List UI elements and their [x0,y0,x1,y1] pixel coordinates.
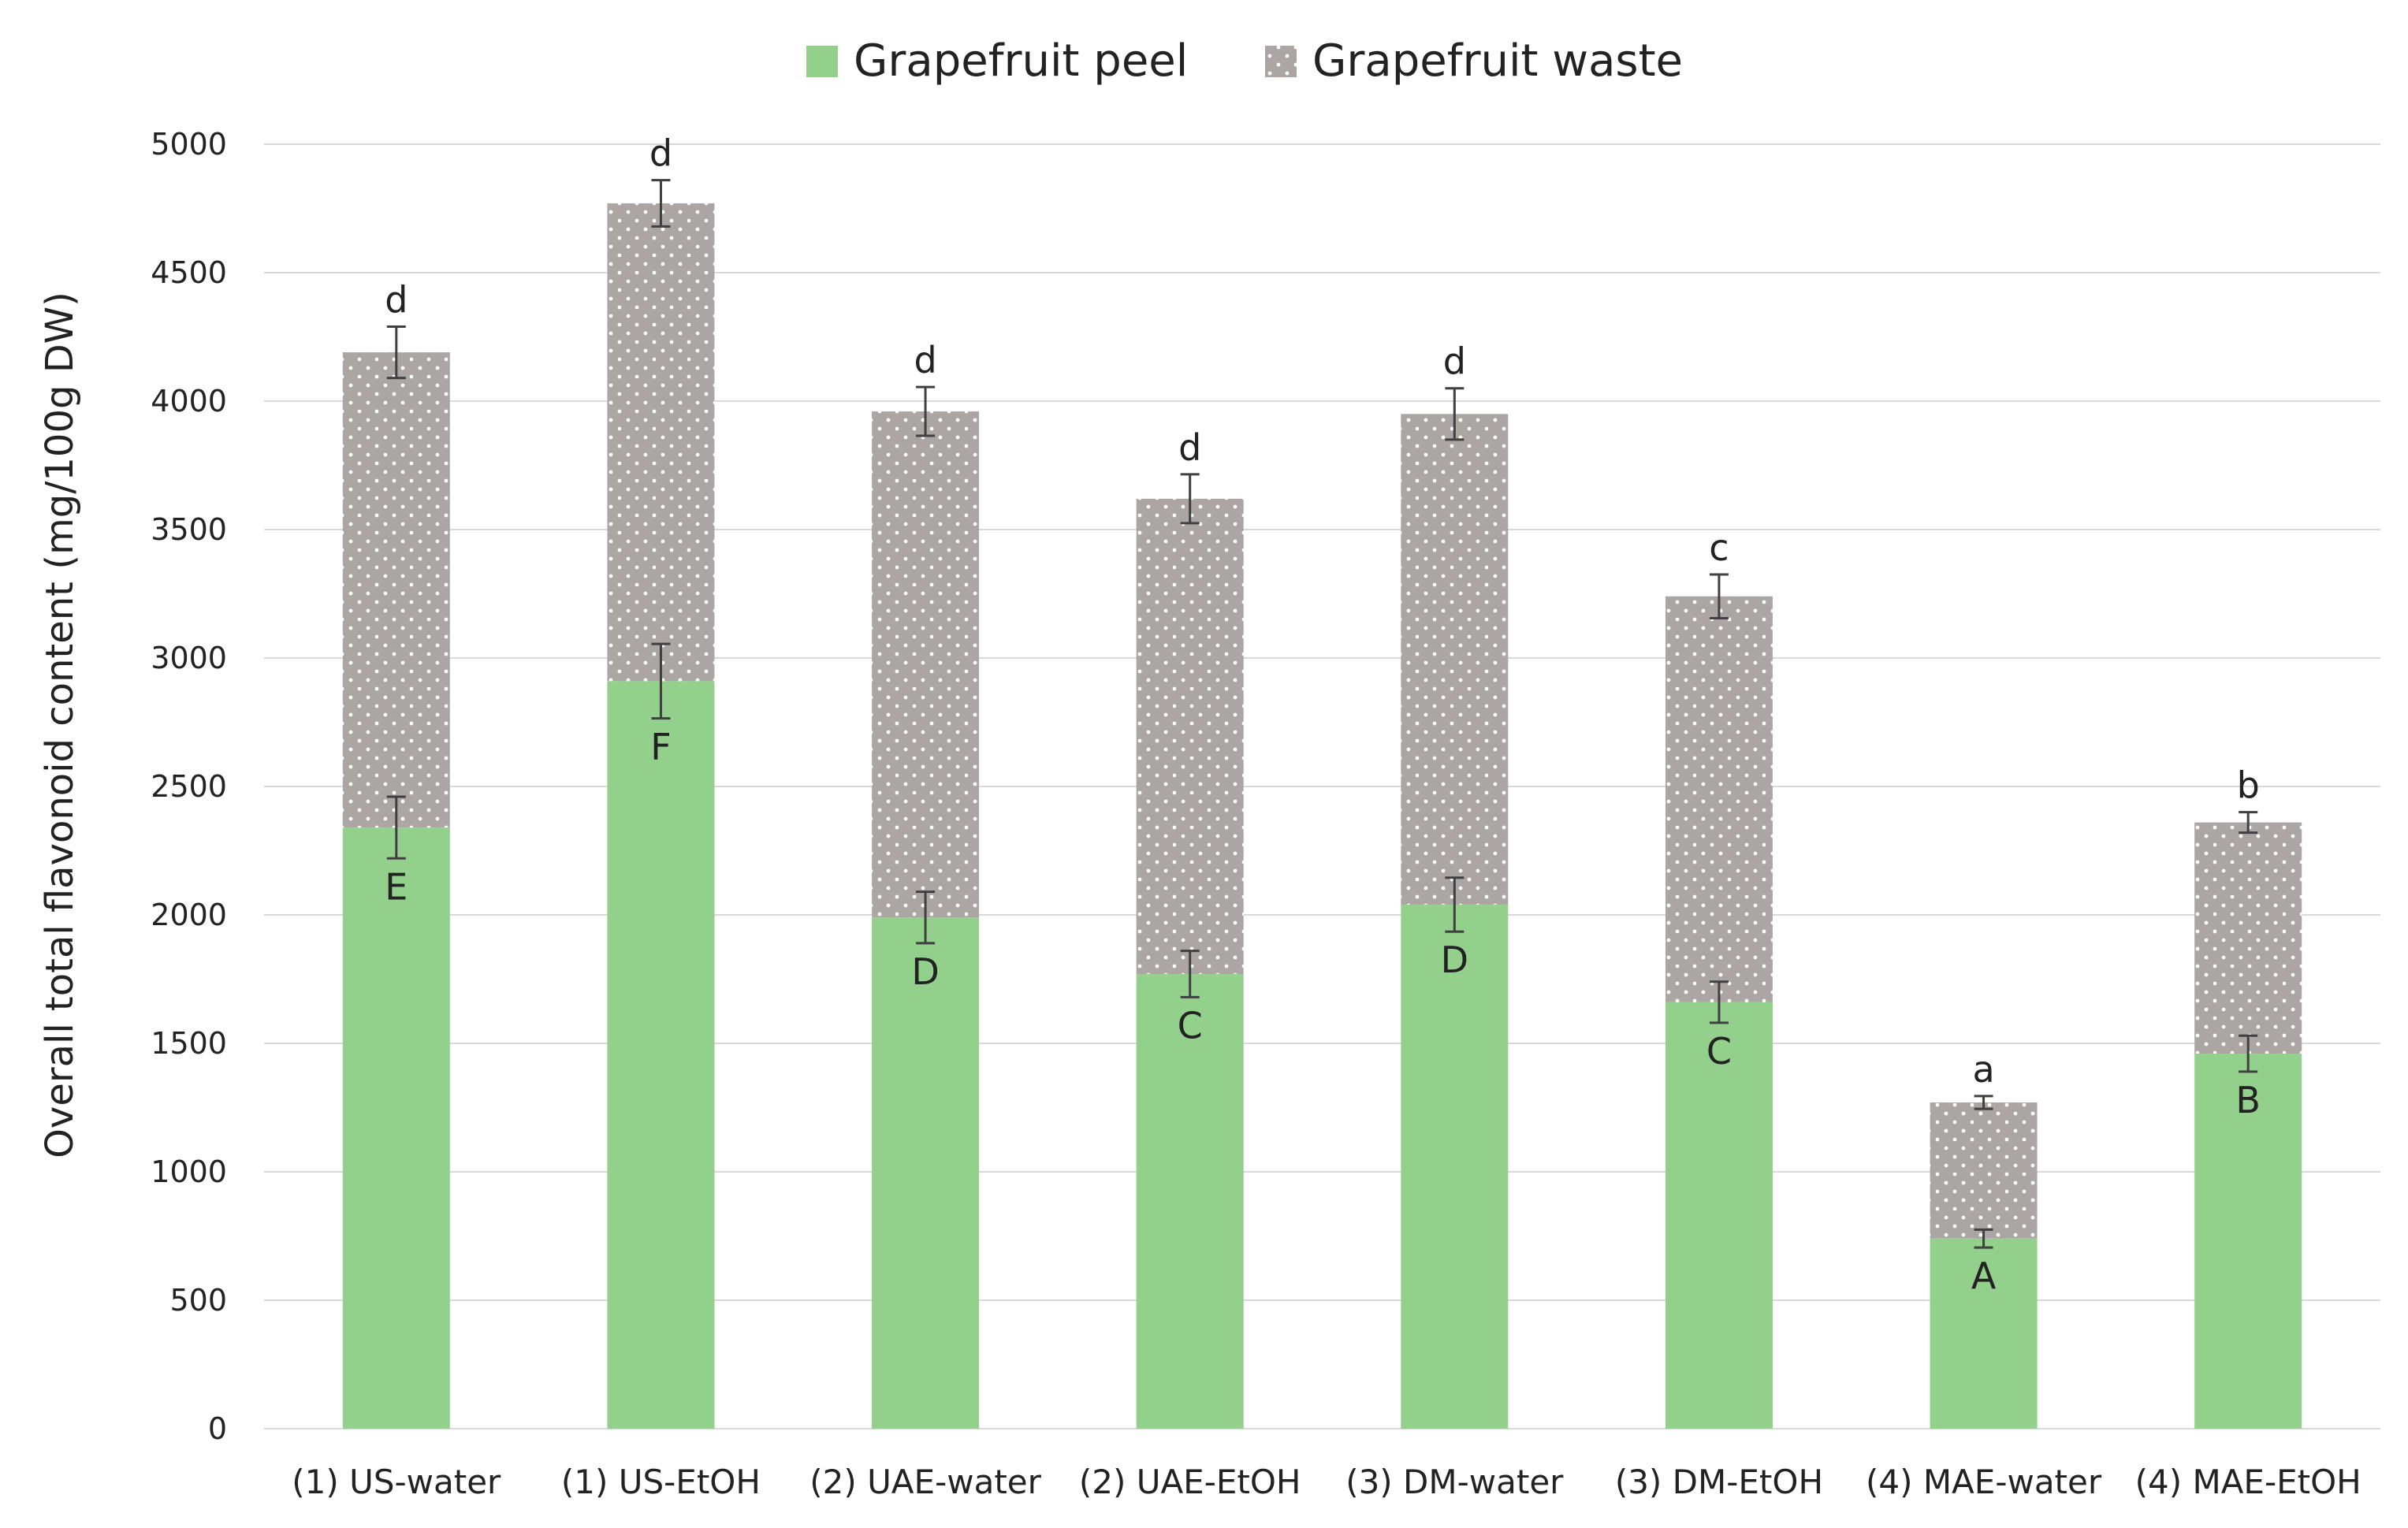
waste-significance-label: d [914,339,936,381]
peel-significance-label: B [2235,1079,2261,1121]
y-tick-label: 3500 [151,512,227,547]
waste-significance-label: d [385,278,408,321]
x-category-label: (2) UAE-water [809,1463,1041,1501]
bar-peel [872,917,980,1429]
legend-label-waste: Grapefruit waste [1312,35,1683,87]
x-category-label: (4) MAE-EtOH [2135,1463,2361,1501]
waste-significance-label: c [1709,526,1729,569]
bar-waste [1930,1102,2038,1239]
y-tick-label: 3000 [151,641,227,675]
bar-waste [1401,414,1509,905]
peel-significance-label: A [1971,1255,1997,1297]
y-tick-label: 1000 [151,1154,227,1189]
bar-peel [1136,973,1244,1429]
peel-significance-label: E [385,865,408,908]
bar-peel [342,827,450,1429]
bar-peel [1401,904,1509,1429]
bar-waste [607,203,715,682]
x-category-label: (1) US-EtOH [561,1463,761,1501]
x-category-label: (4) MAE-water [1866,1463,2102,1501]
waste-significance-label: d [649,132,672,175]
peel-significance-label: D [1441,939,1468,981]
peel-significance-label: C [1706,1030,1732,1073]
x-category-label: (2) UAE-EtOH [1079,1463,1301,1501]
legend-swatch-peel [806,46,838,77]
y-tick-label: 500 [169,1283,227,1318]
y-tick-label: 2500 [151,769,227,804]
peel-significance-label: C [1178,1004,1203,1047]
y-tick-label: 0 [208,1411,227,1446]
legend: Grapefruit peel Grapefruit waste [806,35,1683,87]
bar-peel [1665,1002,1773,1429]
x-category-label: (3) DM-water [1345,1463,1564,1501]
x-category-label: (1) US-water [292,1463,501,1501]
waste-significance-label: b [2237,764,2260,807]
waste-significance-label: d [1443,340,1466,383]
waste-significance-label: d [1178,426,1201,469]
peel-significance-label: D [911,950,939,993]
y-tick-label: 1500 [151,1026,227,1061]
significance-labels: Ed Fd Dd Cd Dd Cc Aa Bb [385,132,2261,1298]
bar-peel [2194,1054,2302,1429]
bars [342,203,2302,1429]
y-tick-label: 4000 [151,384,227,418]
bar-waste [342,352,450,828]
y-tick-label: 2000 [151,898,227,932]
y-tick-label: 4500 [151,255,227,290]
y-axis-title: Overall total flavonoid content (mg/100g… [38,292,82,1158]
bar-peel [1930,1238,2038,1429]
y-tick-label: 5000 [151,127,227,162]
gridlines [264,143,2380,1429]
axes: 0 500 1000 1500 2000 2500 3000 3500 4000 4500 5000… [151,127,2361,1501]
x-category-label: (3) DM-EtOH [1615,1463,1823,1501]
bar-waste [872,411,980,918]
peel-significance-label: F [650,726,671,768]
legend-label-peel: Grapefruit peel [854,35,1188,87]
bar-peel [607,681,715,1429]
error-bars [386,179,2258,1249]
legend-swatch-waste [1265,46,1297,77]
bar-waste [1665,596,1773,1002]
bar-waste [1136,498,1244,974]
bar-waste [2194,822,2302,1054]
waste-significance-label: a [1972,1048,1994,1091]
